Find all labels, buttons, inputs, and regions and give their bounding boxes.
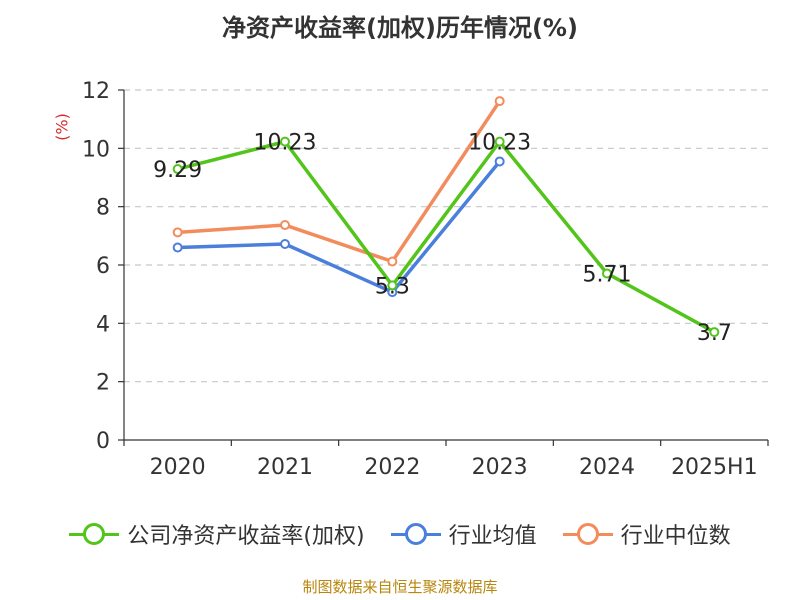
- series-line: [177, 100, 502, 264]
- data-point: [387, 280, 398, 291]
- chart-title: 净资产收益率(加权)历年情况(%): [222, 14, 578, 42]
- data-point: [602, 268, 612, 279]
- x-tick-label: 2022: [364, 455, 420, 480]
- data-point: [494, 136, 505, 147]
- data-label: 9.29: [153, 158, 202, 183]
- data-point: [172, 227, 183, 238]
- x-tick-label: 2021: [257, 455, 313, 480]
- y-tick-label: 10: [82, 137, 110, 162]
- legend-label-industry-median: 行业中位数: [620, 524, 731, 549]
- legend-item-company[interactable]: 公司净资产收益率(加权): [69, 518, 365, 550]
- data-label: 10.23: [254, 131, 317, 156]
- legend-swatch-company: [69, 521, 120, 547]
- legend-item-industry-mean[interactable]: 行业均值: [390, 518, 537, 550]
- data-source-note: 制图数据来自恒生聚源数据库: [302, 578, 498, 596]
- y-tick-label: 8: [96, 196, 110, 221]
- y-tick-label: 6: [96, 254, 110, 279]
- data-point: [709, 327, 720, 338]
- x-tick-label: 2024: [579, 455, 635, 480]
- data-label: 5.3: [375, 274, 410, 299]
- data-point: [280, 239, 290, 249]
- series-line: [177, 160, 502, 294]
- x-tick-label: 2023: [472, 455, 528, 480]
- data-point: [387, 256, 398, 267]
- data-label: 3.7: [697, 321, 732, 346]
- legend-label-industry-mean: 行业均值: [448, 524, 537, 549]
- data-point: [494, 156, 505, 167]
- data-point: [494, 96, 505, 107]
- data-point: [172, 164, 183, 175]
- legend: 公司净资产收益率(加权) 行业均值 行业中位数: [0, 518, 800, 550]
- series-line: [177, 139, 716, 334]
- x-tick-label: 2020: [150, 455, 206, 480]
- data-label: 10.23: [468, 131, 531, 156]
- y-tick-label: 2: [96, 371, 110, 396]
- data-point: [172, 242, 183, 253]
- legend-label-company: 公司净资产收益率(加权): [127, 524, 365, 549]
- legend-item-industry-median[interactable]: 行业中位数: [562, 518, 731, 550]
- data-point: [280, 136, 290, 147]
- legend-swatch-industry-mean: [390, 521, 441, 547]
- y-tick-label: 12: [82, 79, 110, 104]
- legend-swatch-industry-median: [562, 521, 613, 547]
- x-tick-label: 2025H1: [671, 455, 758, 480]
- data-point: [280, 220, 290, 231]
- y-tick-label: 4: [96, 312, 110, 337]
- data-label: 5.71: [583, 262, 632, 287]
- y-tick-label: 0: [96, 429, 110, 454]
